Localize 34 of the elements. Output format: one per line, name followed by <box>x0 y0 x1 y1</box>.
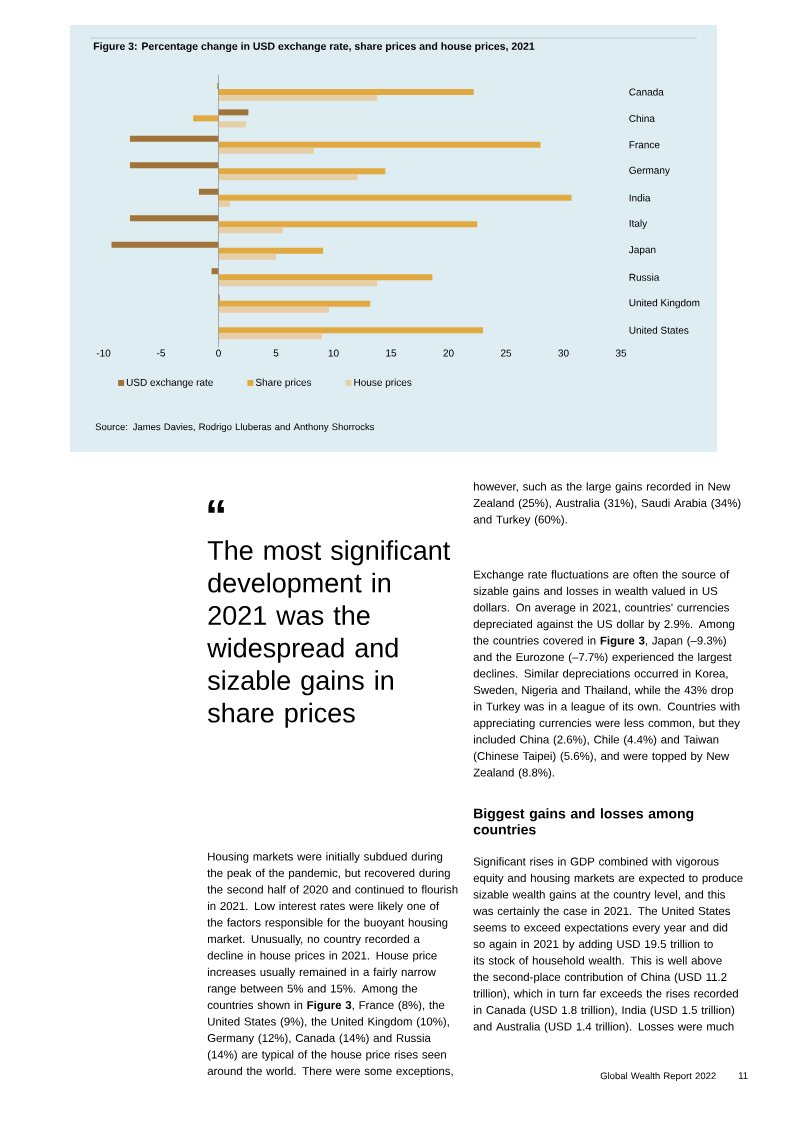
y-tick-label: Canada <box>629 88 664 96</box>
text: The most significant development in 2021 was the widespread and sizable gains in share prices <box>207 540 451 728</box>
x-tick-label: 5 <box>273 349 279 357</box>
x-tick-label: -10 <box>96 349 111 357</box>
text: 11 <box>738 1072 748 1079</box>
legend-label: USD exchange rate <box>126 378 213 388</box>
text: Housing markets were initially subdued during the peak of the pandemic, but recovered during the second half of 2020 and continued to flourish in 2021. Low interest rates were likely one of the factors responsible for the buoyant housing market. Unusually, no country recorded a decline in house prices in 2021. House price increases usually remained in a fairly narrow range between 5% and 15%. Among the countries shown in Figure 3, France (8%), the United States (9%), the United Kingdom (10%), Germany (12%), Canada (14%) and Russia (14%) are typical of the house price rises seen around the world. There were some exceptions, <box>207 852 458 1078</box>
x-tick-label: 35 <box>615 349 627 357</box>
text: Biggest gains and losses among countries <box>473 808 694 835</box>
text: Significant rises in GDP combined with vigorous equity and housing markets are expected to produce sizable wealth gains at the country level, and this was certainly the case in 2021. The United States seems to exceed expectations every year and did so again in 2021 by adding USD 19.5 trillion to its stock of household wealth. This is well above the second-place contribution of China (USD 11.2 trillion), which in turn far exceeds the rises recorded in Canada (USD 1.8 trillion), India (USD 1.5 trillion) and Australia (USD 1.4 trillion). Losses were much <box>473 857 743 1033</box>
legend-label: House prices <box>354 378 412 388</box>
text: “ <box>208 500 224 513</box>
text: however, such as the large gains recorded in New Zealand (25%), Australia (31%), Saudi Arabia (34%) and Turkey (60%). <box>473 482 741 526</box>
x-tick-label: 25 <box>500 349 512 357</box>
source-note: Source: James Davies, Rodrigo Lluberas and Anthony Shorrocks <box>95 423 375 433</box>
chart-title: Figure 3: Percentage change in USD exchange rate, share prices and house prices, 2021 <box>93 42 535 53</box>
y-tick-label: United Kingdom <box>629 299 700 309</box>
y-tick-label: France <box>629 141 660 149</box>
x-tick-label: -5 <box>156 349 166 357</box>
y-tick-label: United States <box>629 326 689 334</box>
text: Exchange rate fluctuations are often the source of sizable gains and losses in wealth valued in US dollars. On average in 2021, countries' currencies depreciated against the US dollar by 2.9%. Among the countries covered in Figure 3, Japan (–9.3%) and the Eurozone (–7.7%) experienced the largest declines. Similar depreciations occurred in Korea, Sweden, Nigeria and Thailand, while the 43% drop in Turkey was in a league of its own. Countries with appreciating currencies were less common, but they included China (2.6%), Chile (4.4%) and Taiwan (Chinese Taipei) (5.6%), and were topped by New Zealand (8.8%). <box>473 570 740 779</box>
y-tick-label: Russia <box>629 273 660 281</box>
y-tick-label: Japan <box>628 246 656 256</box>
x-tick-label: 30 <box>558 349 569 357</box>
x-tick-label: 20 <box>443 349 454 357</box>
x-tick-label: 15 <box>386 349 397 357</box>
y-tick-label: Italy <box>629 219 648 229</box>
x-tick-label: 0 <box>216 349 221 357</box>
text: Global Wealth Report 2022 <box>600 1072 716 1082</box>
legend-label: Share prices <box>255 378 312 388</box>
y-tick-label: India <box>629 194 651 202</box>
x-tick-label: 10 <box>328 349 339 357</box>
y-tick-label: Germany <box>629 166 670 176</box>
y-tick-label: China <box>629 114 655 123</box>
